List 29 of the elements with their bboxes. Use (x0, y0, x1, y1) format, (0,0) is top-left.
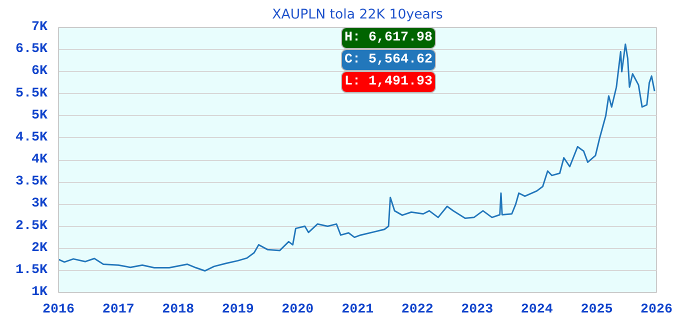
annotation: C: 5,564.62 (344, 52, 432, 68)
line-series (58, 44, 656, 272)
x-tick-label: 2023 (461, 302, 494, 318)
x-tick-label: 2019 (222, 302, 254, 318)
y-tick-label: 5K (32, 108, 48, 124)
y-tick-label: 2K (32, 240, 48, 256)
x-tick-label: 2022 (401, 302, 434, 318)
x-tick-label: 2021 (342, 302, 374, 318)
y-tick-label: 6.5K (16, 42, 48, 58)
y-tick-label: 1.5K (16, 262, 48, 278)
y-tick-label: 3K (32, 196, 48, 212)
x-tick-label: 2024 (520, 302, 553, 318)
y-tick-label: 1K (32, 285, 48, 300)
annotation: H: 6,617.98 (344, 30, 432, 46)
y-tick-label: 7K (32, 20, 48, 35)
y-tick-label: 6K (32, 64, 48, 80)
y-tick-label: 3.5K (16, 174, 48, 190)
y-tick-label: 5.5K (16, 86, 48, 102)
x-tick-label: 2020 (282, 302, 314, 318)
annotation: L: 1,491.93 (344, 74, 432, 90)
x-tick-label: 2025 (580, 302, 613, 318)
x-tick-label: 2018 (162, 302, 194, 318)
y-tick-label: 4K (32, 152, 48, 168)
y-tick-label: 4.5K (16, 130, 48, 146)
y-tick-label: 2.5K (16, 218, 48, 234)
chart-title: XAUPLN tola 22K 10years (272, 8, 443, 22)
x-tick-label: 2026 (640, 302, 673, 318)
x-tick-label: 2017 (102, 302, 134, 318)
x-tick-label: 2016 (42, 302, 75, 318)
